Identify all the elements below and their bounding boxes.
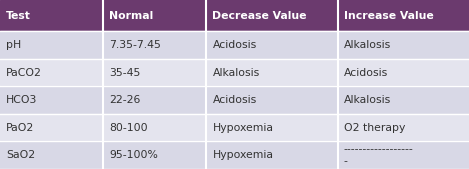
- Bar: [338, 86, 469, 114]
- Text: Hypoxemia: Hypoxemia: [212, 150, 273, 160]
- Bar: [206, 59, 338, 86]
- Text: Acidosis: Acidosis: [344, 68, 388, 78]
- Text: HCO3: HCO3: [6, 95, 38, 105]
- Bar: [338, 31, 469, 59]
- Bar: [0, 141, 103, 169]
- Text: Hypoxemia: Hypoxemia: [212, 123, 273, 133]
- Text: 80-100: 80-100: [109, 123, 148, 133]
- Text: SaO2: SaO2: [6, 150, 35, 160]
- Bar: [338, 0, 469, 31]
- Bar: [338, 114, 469, 141]
- Text: 35-45: 35-45: [109, 68, 141, 78]
- Text: Alkalosis: Alkalosis: [344, 95, 391, 105]
- Bar: [206, 114, 338, 141]
- Text: Increase Value: Increase Value: [344, 11, 433, 21]
- Text: 7.35-7.45: 7.35-7.45: [109, 40, 161, 50]
- Text: PaCO2: PaCO2: [6, 68, 42, 78]
- Text: Test: Test: [6, 11, 31, 21]
- Bar: [206, 0, 338, 31]
- Bar: [103, 59, 206, 86]
- Text: pH: pH: [6, 40, 22, 50]
- Bar: [103, 86, 206, 114]
- Text: 95-100%: 95-100%: [109, 150, 158, 160]
- Bar: [103, 31, 206, 59]
- Text: O2 therapy: O2 therapy: [344, 123, 405, 133]
- Text: Acidosis: Acidosis: [212, 95, 257, 105]
- Text: PaO2: PaO2: [6, 123, 34, 133]
- Bar: [338, 141, 469, 169]
- Bar: [338, 59, 469, 86]
- Bar: [206, 31, 338, 59]
- Text: Alkalosis: Alkalosis: [212, 68, 260, 78]
- Bar: [0, 0, 103, 31]
- Bar: [103, 114, 206, 141]
- Bar: [206, 86, 338, 114]
- Text: ------------------
-: ------------------ -: [344, 144, 414, 166]
- Bar: [0, 31, 103, 59]
- Bar: [103, 0, 206, 31]
- Bar: [0, 86, 103, 114]
- Bar: [103, 141, 206, 169]
- Text: 22-26: 22-26: [109, 95, 141, 105]
- Text: Acidosis: Acidosis: [212, 40, 257, 50]
- Text: Decrease Value: Decrease Value: [212, 11, 307, 21]
- Bar: [0, 59, 103, 86]
- Bar: [0, 114, 103, 141]
- Bar: [206, 141, 338, 169]
- Text: Normal: Normal: [109, 11, 153, 21]
- Text: Alkalosis: Alkalosis: [344, 40, 391, 50]
